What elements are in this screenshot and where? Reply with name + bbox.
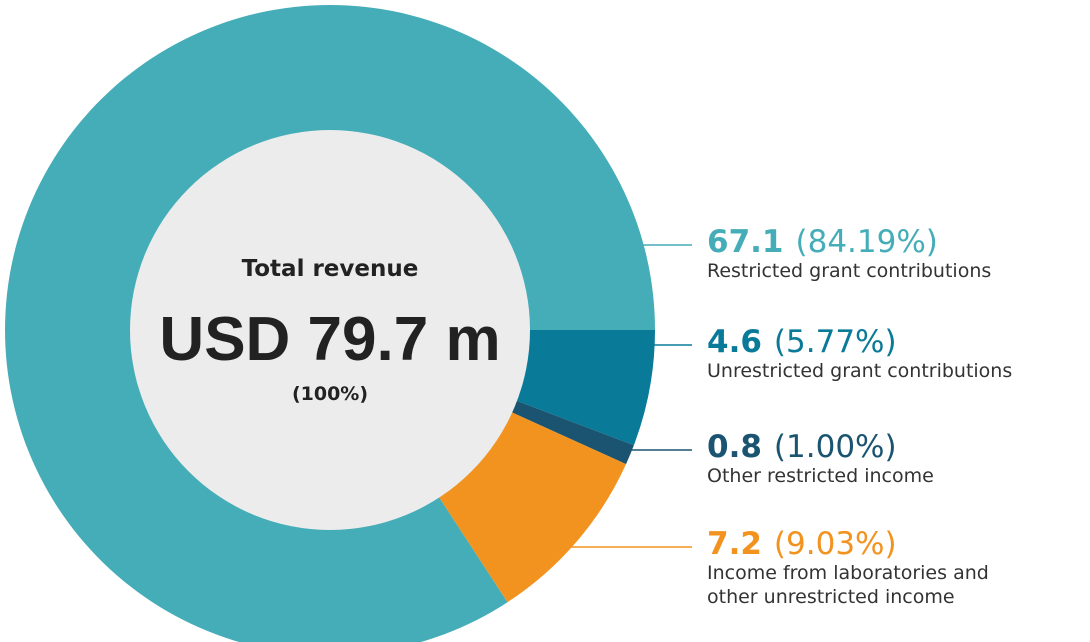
center-value: USD 79.7 m (159, 305, 500, 374)
legend-label: 67.1 (84.19%) Restricted grant contributio… (707, 225, 991, 283)
label-head: 4.6 (5.77%) (707, 325, 1012, 359)
category-name: Unrestricted grant contributions (707, 360, 1013, 382)
amount: 7.2 (707, 526, 762, 562)
percent: (1.00%) (773, 429, 897, 465)
legend-label: 7.2 (9.03%) Income from laboratories and o… (707, 527, 1007, 609)
label-head: 0.8 (1.00%) (707, 430, 934, 464)
legend-label: 4.6 (5.77%) Unrestricted grant contributio… (707, 325, 1012, 383)
amount: 4.6 (707, 324, 762, 360)
category-name: Other restricted income (707, 465, 934, 487)
center-share: (100%) (292, 383, 368, 405)
category-name: Income from laboratories and other unres… (707, 562, 989, 608)
label-head: 67.1 (84.19%) (707, 225, 991, 259)
percent: (9.03%) (773, 526, 897, 562)
amount: 0.8 (707, 429, 762, 465)
amount: 67.1 (707, 224, 784, 260)
percent: (84.19%) (795, 224, 938, 260)
label-head: 7.2 (9.03%) (707, 527, 1007, 561)
category-name: Restricted grant contributions (707, 260, 992, 282)
donut-hole (130, 130, 530, 530)
percent: (5.77%) (773, 324, 897, 360)
legend-label: 0.8 (1.00%) Other restricted income (707, 430, 934, 488)
center-title: Total revenue (242, 256, 419, 282)
